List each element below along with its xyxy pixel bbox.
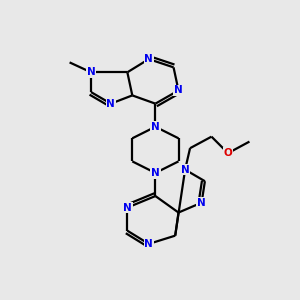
Text: O: O xyxy=(224,148,232,158)
Text: N: N xyxy=(144,239,153,249)
Text: N: N xyxy=(123,202,132,213)
Text: N: N xyxy=(106,99,115,109)
Text: N: N xyxy=(144,54,153,64)
Text: N: N xyxy=(151,168,160,178)
Text: N: N xyxy=(87,67,95,77)
Text: N: N xyxy=(197,198,206,208)
Text: N: N xyxy=(151,122,160,132)
Text: N: N xyxy=(181,165,190,175)
Text: N: N xyxy=(174,85,183,95)
